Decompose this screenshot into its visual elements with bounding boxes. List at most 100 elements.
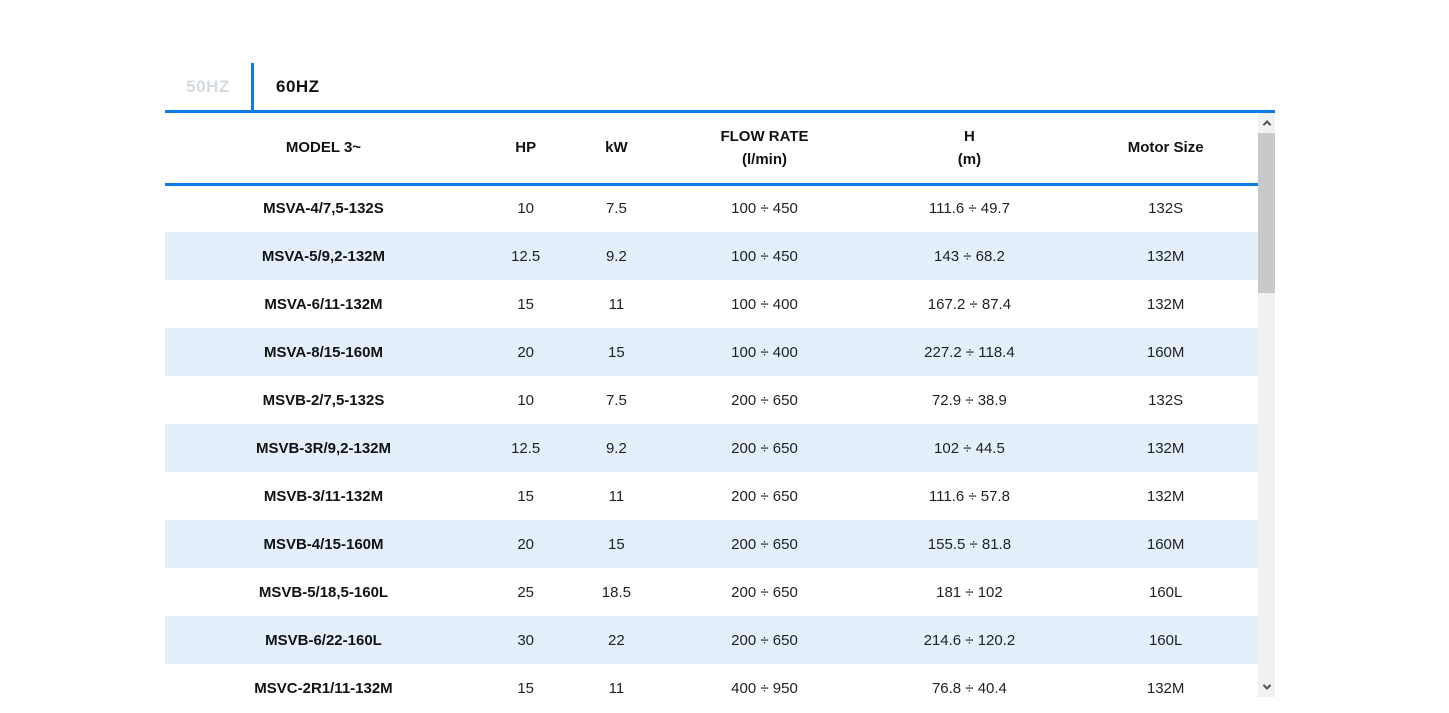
cell-kw: 11 <box>608 679 625 697</box>
scroll-down-button[interactable] <box>1258 677 1275 697</box>
cell-hp: 10 <box>517 200 535 218</box>
cell-h: 111.6 ÷ 57.8 <box>928 487 1010 505</box>
cell-model: MSVB-3/11-132M <box>263 487 384 505</box>
cell-model: MSVB-6/22-160L <box>265 631 382 649</box>
cell-kw: 9.2 <box>605 247 627 265</box>
cell-model: MSVA-8/15-160M <box>264 343 383 361</box>
chevron-up-icon <box>1262 120 1271 129</box>
column-sublabel: (m) <box>957 150 982 168</box>
cell-h: 111.6 ÷ 49.7 <box>928 200 1010 218</box>
cell-flow_rate: 100 ÷ 450 <box>731 200 798 218</box>
column-header-motor-size: Motor Size <box>1073 113 1258 186</box>
cell-kw: 15 <box>608 535 625 553</box>
cell-motor_size: 132M <box>1146 247 1185 265</box>
cell-model: MSVB-2/7,5-132S <box>262 391 385 409</box>
cell-motor_size: 160M <box>1146 535 1185 553</box>
cell-kw: 11 <box>608 295 625 313</box>
cell-kw: 18.5 <box>601 583 631 601</box>
cell-motor_size: 132M <box>1146 439 1185 457</box>
cell-h: 102 ÷ 44.5 <box>934 439 1005 457</box>
cell-flow_rate: 200 ÷ 650 <box>731 391 798 409</box>
table-row: MSVC-2R1/11-132M 15 11 400 ÷ 950 76.8 ÷ 40.4… <box>165 664 1258 697</box>
cell-motor_size: 160L <box>1148 631 1183 649</box>
cell-hp: 20 <box>517 343 535 361</box>
cell-model: MSVA-4/7,5-132S <box>263 200 384 218</box>
frequency-tabs: 50HZ 60HZ <box>165 63 1275 113</box>
cell-h: 214.6 ÷ 120.2 <box>923 631 1016 649</box>
cell-flow_rate: 200 ÷ 650 <box>731 631 798 649</box>
cell-hp: 15 <box>517 295 535 313</box>
cell-kw: 22 <box>608 631 625 649</box>
table-row: MSVA-8/15-160M 20 15 100 ÷ 400 227.2 ÷ 118.4… <box>165 328 1258 376</box>
cell-model: MSVB-5/18,5-160L <box>258 583 389 601</box>
cell-kw: 7.5 <box>605 200 627 218</box>
cell-motor_size: 160L <box>1148 583 1183 601</box>
column-header-h: H (m) <box>865 113 1074 186</box>
vertical-scrollbar[interactable] <box>1258 113 1275 697</box>
cell-model: MSVC-2R1/11-132M <box>254 679 393 697</box>
cell-model: MSVB-4/15-160M <box>263 535 384 553</box>
scrollbar-thumb[interactable] <box>1258 133 1275 293</box>
cell-h: 72.9 ÷ 38.9 <box>931 391 1007 409</box>
cell-flow_rate: 200 ÷ 650 <box>731 583 798 601</box>
cell-motor_size: 132S <box>1148 391 1184 409</box>
cell-h: 181 ÷ 102 <box>936 583 1003 601</box>
cell-model: MSVB-3R/9,2-132M <box>255 439 391 457</box>
cell-kw: 7.5 <box>605 391 627 409</box>
scroll-up-button[interactable] <box>1258 113 1275 133</box>
cell-kw: 9.2 <box>605 439 627 457</box>
cell-model: MSVA-5/9,2-132M <box>261 247 386 265</box>
column-header-kw: kW <box>569 113 664 186</box>
cell-hp: 12.5 <box>511 247 541 265</box>
cell-motor_size: 132M <box>1146 295 1185 313</box>
cell-hp: 30 <box>517 631 535 649</box>
table-row: MSVA-4/7,5-132S 10 7.5 100 ÷ 450 111.6 ÷ 49.… <box>165 184 1258 232</box>
cell-flow_rate: 200 ÷ 650 <box>731 487 798 505</box>
cell-hp: 15 <box>517 487 535 505</box>
cell-flow_rate: 100 ÷ 400 <box>731 343 798 361</box>
table-row: MSVB-3/11-132M 15 11 200 ÷ 650 111.6 ÷ 57.8 1… <box>165 472 1258 520</box>
column-label: HP <box>515 139 537 157</box>
tab-50hz[interactable]: 50HZ <box>186 76 230 96</box>
cell-h: 227.2 ÷ 118.4 <box>924 343 1015 361</box>
chevron-down-icon <box>1262 681 1271 690</box>
column-label: kW <box>605 139 628 157</box>
cell-motor_size: 160M <box>1146 343 1185 361</box>
tab-60hz[interactable]: 60HZ <box>276 76 320 96</box>
column-sublabel: (l/min) <box>741 150 787 168</box>
column-header-hp: HP <box>481 113 570 186</box>
cell-motor_size: 132M <box>1146 487 1185 505</box>
cell-flow_rate: 200 ÷ 650 <box>731 535 798 553</box>
table-header: MODEL 3~ HP kW FLOW RATE (l/min) H (m) <box>165 113 1258 186</box>
column-label: MODEL 3~ <box>285 139 362 157</box>
cell-h: 155.5 ÷ 81.8 <box>927 535 1012 553</box>
cell-hp: 10 <box>517 391 535 409</box>
table-row: MSVB-4/15-160M 20 15 200 ÷ 650 155.5 ÷ 81.8 1… <box>165 520 1258 568</box>
table-body: MSVA-4/7,5-132S 10 7.5 100 ÷ 450 111.6 ÷ 49.… <box>165 184 1258 697</box>
cell-hp: 20 <box>517 535 535 553</box>
table-row: MSVB-5/18,5-160L 25 18.5 200 ÷ 650 181 ÷ 102… <box>165 568 1258 616</box>
column-label: H <box>964 127 975 145</box>
cell-motor_size: 132S <box>1148 200 1184 218</box>
pump-spec-table: MODEL 3~ HP kW FLOW RATE (l/min) H (m) <box>165 113 1258 697</box>
cell-flow_rate: 100 ÷ 400 <box>731 295 798 313</box>
cell-model: MSVA-6/11-132M <box>264 295 383 313</box>
cell-motor_size: 132M <box>1146 679 1185 697</box>
cell-hp: 12.5 <box>511 439 541 457</box>
cell-flow_rate: 400 ÷ 950 <box>731 679 798 697</box>
cell-h: 76.8 ÷ 40.4 <box>931 679 1007 697</box>
cell-hp: 15 <box>517 679 535 697</box>
cell-flow_rate: 200 ÷ 650 <box>731 439 798 457</box>
table-row: MSVB-6/22-160L 30 22 200 ÷ 650 214.6 ÷ 120.2… <box>165 616 1258 664</box>
column-label: Motor Size <box>1127 139 1204 157</box>
cell-kw: 11 <box>608 487 625 505</box>
cell-flow_rate: 100 ÷ 450 <box>731 247 798 265</box>
tab-divider <box>251 63 254 110</box>
table-row: MSVA-5/9,2-132M 12.5 9.2 100 ÷ 450 143 ÷ 68.… <box>165 232 1258 280</box>
main-content: 50HZ 60HZ MODEL 3~ HP kW FLOW RATE <box>165 63 1275 697</box>
column-header-flow-rate: FLOW RATE (l/min) <box>663 113 866 186</box>
cell-h: 143 ÷ 68.2 <box>934 247 1005 265</box>
table-row: MSVB-3R/9,2-132M 12.5 9.2 200 ÷ 650 102 ÷ 44… <box>165 424 1258 472</box>
table-row: MSVA-6/11-132M 15 11 100 ÷ 400 167.2 ÷ 87.4 1… <box>165 280 1258 328</box>
cell-kw: 15 <box>608 343 625 361</box>
